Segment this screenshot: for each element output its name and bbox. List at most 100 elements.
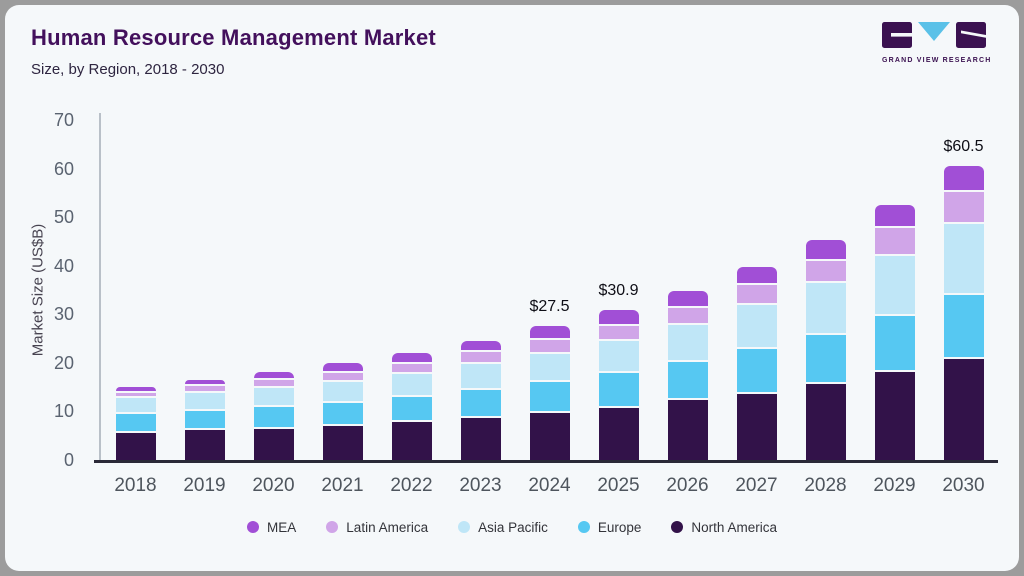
stacked-bar-2020 bbox=[253, 120, 294, 460]
bar-segment-latin-america bbox=[253, 379, 294, 386]
stacked-bar-2019 bbox=[184, 120, 225, 460]
bar-column-2029: 2029 bbox=[860, 120, 929, 496]
bar-segment-north-america bbox=[391, 422, 432, 460]
bar-segment-latin-america bbox=[874, 227, 915, 255]
legend-label: Europe bbox=[597, 519, 642, 535]
bar-column-2027: 2027 bbox=[722, 120, 791, 496]
bar-segment-europe bbox=[115, 414, 156, 431]
bar-segment-asia-pacific bbox=[736, 305, 777, 347]
bar-segment-asia-pacific bbox=[115, 398, 156, 413]
bar-segment-mea bbox=[805, 239, 846, 259]
y-axis-ticks: 0 10 20 30 40 50 60 70 bbox=[30, 110, 88, 470]
legend-item-asia-pacific: Asia Pacific bbox=[458, 520, 548, 535]
chart-title: Human Resource Management Market bbox=[31, 25, 436, 50]
bar-segment-latin-america bbox=[322, 373, 363, 380]
bar-segment-latin-america bbox=[598, 325, 639, 340]
bar-segment-north-america bbox=[184, 430, 225, 460]
x-tick-label: 2024 bbox=[528, 475, 571, 496]
y-axis-line bbox=[99, 113, 101, 462]
x-tick-label: 2022 bbox=[390, 475, 433, 496]
y-tick-label: 50 bbox=[53, 207, 74, 228]
bar-segment-north-america bbox=[667, 400, 708, 460]
x-tick-label: 2023 bbox=[459, 475, 502, 496]
bar-segment-mea bbox=[460, 340, 501, 351]
bar-column-2025: $30.9 2025 bbox=[584, 120, 653, 496]
bar-segment-north-america bbox=[736, 394, 777, 460]
bar-segment-north-america bbox=[529, 412, 570, 460]
legend-item-latin-america: Latin America bbox=[326, 520, 428, 535]
legend-swatch-icon bbox=[577, 521, 590, 533]
bar-segment-europe bbox=[736, 348, 777, 392]
bar-column-2018: 2018 bbox=[101, 120, 170, 496]
bar-segment-europe bbox=[253, 406, 294, 427]
gvr-logo-icon bbox=[882, 22, 986, 48]
bar-segment-north-america bbox=[322, 426, 363, 460]
bar-segment-asia-pacific bbox=[184, 393, 225, 409]
stacked-bar-2024 bbox=[529, 120, 570, 460]
plot-area: 2018 2019 2020 2021 2022 2023 $27.5 2024 $30.9 20… bbox=[101, 120, 998, 496]
bar-segment-asia-pacific bbox=[943, 223, 984, 294]
bar-segment-europe bbox=[460, 390, 501, 417]
stacked-bar-2029 bbox=[874, 120, 915, 460]
bar-segment-asia-pacific bbox=[874, 256, 915, 314]
bar-segment-mea bbox=[529, 326, 570, 339]
bar-value-label: $30.9 bbox=[598, 281, 639, 299]
bar-segment-asia-pacific bbox=[322, 381, 363, 401]
bar-segment-latin-america bbox=[184, 386, 225, 392]
y-tick-label: 30 bbox=[53, 304, 74, 325]
stacked-bar-2027 bbox=[736, 120, 777, 460]
bar-column-2030: $60.5 2030 bbox=[929, 120, 998, 496]
bar-segment-europe bbox=[529, 382, 570, 411]
bar-segment-asia-pacific bbox=[253, 387, 294, 405]
bar-segment-mea bbox=[667, 291, 708, 306]
stacked-bar-2023 bbox=[460, 120, 501, 460]
bar-segment-europe bbox=[874, 315, 915, 371]
x-tick-label: 2026 bbox=[666, 475, 709, 496]
x-tick-label: 2018 bbox=[114, 475, 157, 496]
bar-segment-north-america bbox=[460, 418, 501, 460]
bar-segment-europe bbox=[391, 396, 432, 421]
bar-segment-europe bbox=[598, 372, 639, 406]
bar-column-2022: 2022 bbox=[377, 120, 446, 496]
bar-segment-europe bbox=[184, 410, 225, 429]
legend-item-europe: Europe bbox=[577, 519, 642, 535]
bar-segment-mea bbox=[184, 379, 225, 385]
bar-segment-mea bbox=[253, 371, 294, 378]
bar-column-2028: 2028 bbox=[791, 120, 860, 496]
bar-segment-asia-pacific bbox=[460, 363, 501, 389]
x-tick-label: 2025 bbox=[597, 475, 640, 496]
y-tick-label: 0 bbox=[63, 450, 74, 470]
bar-segment-europe bbox=[943, 295, 984, 357]
x-tick-label: 2027 bbox=[735, 475, 778, 496]
x-tick-label: 2021 bbox=[321, 475, 364, 496]
gvr-logo-wordmark: GRAND VIEW RESEARCH bbox=[882, 57, 992, 64]
bar-segment-mea bbox=[322, 362, 363, 372]
legend-swatch-icon bbox=[326, 521, 339, 533]
bar-column-2019: 2019 bbox=[170, 120, 239, 496]
bar-segment-latin-america bbox=[667, 307, 708, 323]
stacked-bar-2022 bbox=[391, 120, 432, 460]
legend-label: Latin America bbox=[346, 519, 429, 535]
bar-segment-latin-america bbox=[943, 191, 984, 222]
bar-segment-north-america bbox=[598, 407, 639, 460]
bar-segment-north-america bbox=[805, 383, 846, 460]
y-tick-label: 20 bbox=[53, 352, 74, 373]
bar-segment-north-america bbox=[874, 372, 915, 460]
bar-segment-mea bbox=[598, 309, 639, 324]
y-tick-label: 40 bbox=[53, 255, 74, 276]
stacked-bar-2018 bbox=[115, 120, 156, 460]
legend-swatch-icon bbox=[458, 521, 471, 533]
bar-segment-latin-america bbox=[391, 363, 432, 373]
bar-segment-latin-america bbox=[115, 392, 156, 397]
bar-column-2020: 2020 bbox=[239, 120, 308, 496]
stacked-bar-2030 bbox=[943, 120, 984, 460]
y-tick-label: 70 bbox=[53, 110, 74, 130]
bar-segment-mea bbox=[115, 387, 156, 391]
bar-segment-north-america bbox=[115, 432, 156, 460]
bar-segment-asia-pacific bbox=[598, 341, 639, 371]
bar-segment-mea bbox=[874, 205, 915, 226]
legend-item-mea: MEA bbox=[247, 520, 296, 535]
x-tick-label: 2030 bbox=[942, 475, 985, 496]
bar-segment-latin-america bbox=[460, 352, 501, 362]
bar-segment-asia-pacific bbox=[667, 324, 708, 361]
